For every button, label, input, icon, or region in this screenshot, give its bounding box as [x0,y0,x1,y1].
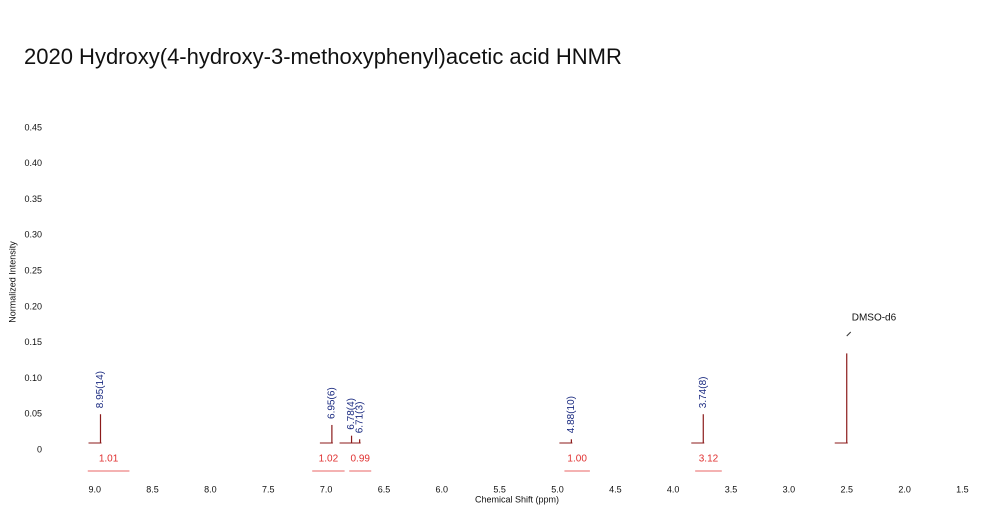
x-tick-label: 6.5 [378,484,391,494]
y-tick-label: 0.45 [24,122,42,132]
y-tick-label: 0.15 [24,337,42,347]
peak-label: 3.74(8) [698,377,709,409]
integral-label: 1.02 [319,454,339,465]
x-tick-label: 7.0 [320,484,333,494]
y-tick-label: 0.20 [24,301,42,311]
x-tick-label: 4.0 [667,484,680,494]
y-tick-label: 0.40 [24,158,42,168]
x-tick-label: 5.0 [551,484,564,494]
y-tick-label: 0.35 [24,194,42,204]
x-tick-label: 4.5 [609,484,622,494]
peak-label: 4.88(10) [566,396,577,433]
peak-label: 6.95(6) [327,387,338,419]
x-tick-label: 5.5 [493,484,506,494]
annotation-leader [846,331,852,337]
integral-label: 0.99 [350,454,370,465]
y-tick-label: 0.05 [24,409,42,419]
y-axis-title: Normalized Intensity [7,241,17,323]
annotation: DMSO-d6 [852,313,897,324]
x-tick-label: 6.0 [436,484,449,494]
peak-label: 6.71(3) [354,402,365,434]
integral-label: 3.12 [699,454,719,465]
x-tick-label: 3.0 [783,484,796,494]
peak-label: 8.95(14) [95,371,106,408]
peak-label: 6.78(4) [346,398,357,430]
x-tick-label: 2.5 [840,484,853,494]
x-axis-title: Chemical Shift (ppm) [475,494,559,504]
x-tick-label: 8.5 [146,484,159,494]
x-tick-label: 9.0 [88,484,101,494]
chart-title: 2020 Hydroxy(4-hydroxy-3-methoxyphenyl)a… [24,44,622,69]
integral-label: 1.01 [99,454,119,465]
x-tick-label: 2.0 [898,484,911,494]
x-tick-label: 8.0 [204,484,217,494]
x-tick-label: 3.5 [725,484,738,494]
y-tick-label: 0 [37,444,42,454]
x-tick-label: 1.5 [956,484,969,494]
x-tick-label: 7.5 [262,484,275,494]
integral-label: 1.00 [567,454,587,465]
y-tick-label: 0.25 [24,265,42,275]
y-tick-label: 0.30 [24,230,42,240]
y-tick-label: 0.10 [24,373,42,383]
